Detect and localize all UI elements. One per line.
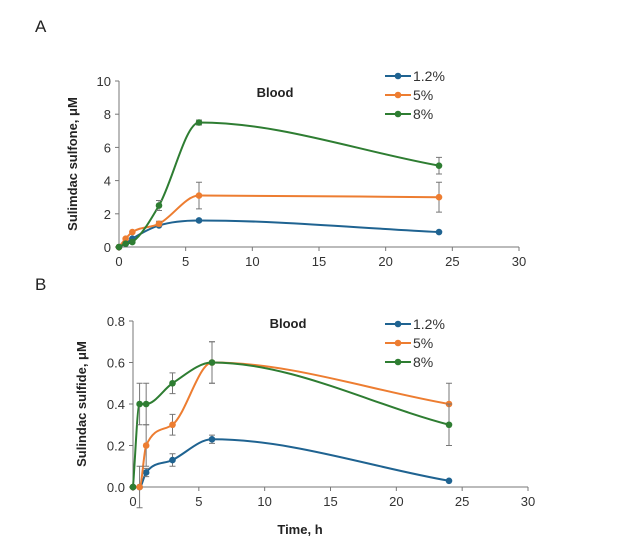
x-tick-label: 5 bbox=[195, 494, 202, 509]
legend-label: 1.2% bbox=[413, 68, 445, 84]
panel-label: B bbox=[35, 275, 46, 294]
y-tick-label: 0.6 bbox=[107, 356, 125, 371]
data-point bbox=[142, 442, 150, 449]
chart-title: Blood bbox=[270, 316, 307, 331]
data-point bbox=[435, 228, 443, 236]
legend-marker bbox=[394, 91, 402, 99]
x-tick-label: 25 bbox=[445, 254, 459, 269]
y-axis-label: Sulindac sulfide, μM bbox=[74, 341, 89, 467]
data-point bbox=[169, 456, 176, 464]
y-tick-label: 0.2 bbox=[107, 439, 125, 454]
x-tick-label: 15 bbox=[323, 494, 337, 509]
legend-marker bbox=[394, 358, 402, 366]
x-tick-label: 0 bbox=[115, 254, 122, 269]
data-point bbox=[136, 483, 143, 491]
x-tick-label: 20 bbox=[378, 254, 392, 269]
data-point bbox=[195, 192, 203, 199]
y-tick-label: 6 bbox=[104, 140, 111, 155]
legend-label: 8% bbox=[413, 106, 433, 122]
data-point bbox=[129, 228, 136, 236]
x-tick-label: 10 bbox=[245, 254, 259, 269]
series-8% bbox=[129, 341, 453, 491]
x-tick-label: 5 bbox=[182, 254, 189, 269]
x-tick-label: 20 bbox=[389, 494, 403, 509]
legend-label: 5% bbox=[413, 87, 433, 103]
series-line bbox=[132, 438, 450, 489]
series-1.2% bbox=[129, 434, 453, 491]
data-point bbox=[155, 220, 163, 228]
data-point bbox=[445, 421, 453, 429]
series-5% bbox=[129, 341, 453, 509]
x-tick-label: 30 bbox=[512, 254, 526, 269]
series-line bbox=[118, 194, 440, 248]
legend-label: 5% bbox=[413, 335, 433, 351]
legend-marker bbox=[394, 110, 402, 118]
y-tick-label: 0 bbox=[104, 240, 111, 255]
legend-label: 8% bbox=[413, 354, 433, 370]
data-point bbox=[435, 162, 443, 169]
series-1.2% bbox=[115, 217, 443, 251]
series-line bbox=[132, 361, 450, 488]
y-tick-label: 4 bbox=[104, 174, 111, 189]
data-point bbox=[129, 483, 137, 491]
y-tick-label: 10 bbox=[97, 74, 111, 89]
y-tick-label: 0.4 bbox=[107, 397, 125, 412]
series-8% bbox=[115, 119, 443, 251]
y-tick-label: 0.8 bbox=[107, 314, 125, 329]
data-point bbox=[435, 193, 443, 201]
data-point bbox=[445, 477, 453, 485]
legend-marker bbox=[394, 72, 402, 80]
data-point bbox=[195, 119, 203, 126]
x-tick-label: 25 bbox=[455, 494, 469, 509]
legend-label: 1.2% bbox=[413, 316, 445, 332]
y-axis-label: Sulimdac sulfone, μM bbox=[65, 97, 80, 231]
data-point bbox=[142, 400, 150, 408]
x-tick-label: 10 bbox=[257, 494, 271, 509]
series-line bbox=[118, 219, 440, 248]
x-tick-label: 0 bbox=[129, 494, 136, 509]
data-point bbox=[115, 243, 123, 251]
chart-panel-A: A 0 5 10 15 20 25 30 0 2 4 6 8 10 Sulimdac sulfone, μM… bbox=[35, 17, 526, 269]
data-point bbox=[195, 217, 203, 224]
data-point bbox=[129, 238, 136, 246]
data-point bbox=[208, 359, 216, 366]
data-point bbox=[136, 400, 143, 408]
y-tick-label: 8 bbox=[104, 107, 111, 122]
y-tick-label: 2 bbox=[104, 207, 111, 222]
legend-marker bbox=[394, 320, 402, 328]
panel-label: A bbox=[35, 17, 47, 36]
data-point bbox=[169, 421, 176, 429]
data-point bbox=[122, 235, 129, 242]
data-point bbox=[208, 435, 216, 443]
data-point bbox=[169, 379, 176, 387]
series-line bbox=[118, 121, 440, 248]
data-point bbox=[142, 469, 150, 476]
x-axis-label: Time, h bbox=[277, 522, 322, 537]
chart-panel-B: B 0 5 10 15 20 25 30 0.0 0.2 0.4 0.6 0.8 Sulindac sul… bbox=[35, 275, 535, 537]
y-tick-label: 0.0 bbox=[107, 480, 125, 495]
series-line bbox=[132, 361, 450, 489]
x-tick-label: 30 bbox=[521, 494, 535, 509]
data-point bbox=[155, 202, 163, 209]
x-tick-label: 15 bbox=[312, 254, 326, 269]
data-point bbox=[122, 240, 129, 247]
chart-title: Blood bbox=[257, 85, 294, 100]
series-5% bbox=[115, 181, 443, 251]
legend-marker bbox=[394, 339, 402, 347]
